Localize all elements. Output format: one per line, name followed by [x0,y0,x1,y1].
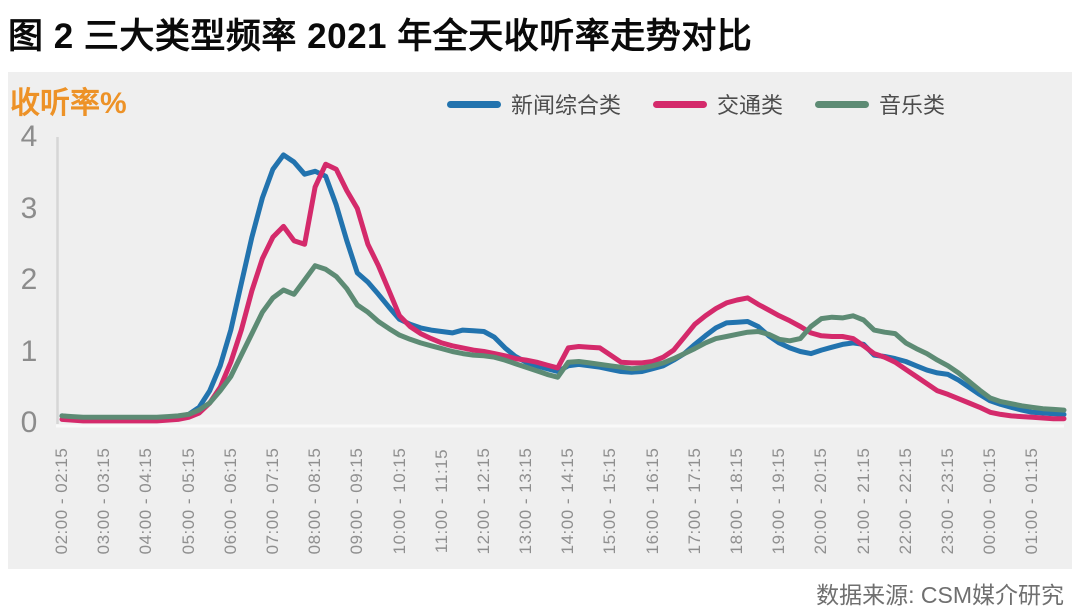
x-tick-label: 10:00 - 10:15 [389,447,409,555]
legend-line-swatch-news [447,100,501,108]
x-tick-label: 16:00 - 16:15 [642,447,662,555]
y-tick-label: 1 [20,334,38,368]
x-tick-label: 22:00 - 22:15 [895,447,915,555]
x-tick-label: 00:00 - 00:15 [980,447,1000,555]
y-tick-label: 4 [20,120,38,153]
x-tick-label: 09:00 - 09:15 [347,447,367,555]
legend-item-news: 新闻综合类 [447,88,621,120]
legend-item-traffic: 交通类 [653,88,783,120]
x-tick-label: 18:00 - 18:15 [727,447,747,555]
legend-line-swatch-traffic [653,100,708,108]
series-line-2 [59,263,1067,420]
x-tick-label: 15:00 - 15:15 [600,447,620,555]
y-tick-label: 0 [20,406,38,439]
x-tick-label: 20:00 - 20:15 [811,447,831,555]
y-axis-label: 收听率% [10,87,127,120]
x-tick-label: 11:00 - 11:15 [431,448,451,554]
x-tick-label: 06:00 - 06:15 [220,447,240,555]
figure-title: 图 2 三大类型频率 2021 年全天收听率走势对比 [8,17,753,56]
x-tick-label: 14:00 - 14:15 [558,447,578,555]
series-line-0 [59,152,1067,421]
legend: 新闻综合类 交通类 音乐类 [447,88,945,120]
x-tick-label: 21:00 - 21:15 [853,447,873,555]
x-tick-label: 05:00 - 05:15 [178,447,198,555]
x-tick-label: 19:00 - 19:15 [769,447,789,555]
y-tick-label: 2 [20,263,38,296]
x-tick-label: 12:00 - 12:15 [473,447,493,555]
x-tick-label: 01:00 - 01:15 [1022,447,1042,555]
x-tick-label: 02:00 - 02:15 [52,447,71,555]
legend-label-news: 新闻综合类 [511,93,622,118]
x-tick-label: 07:00 - 07:15 [262,447,282,555]
x-tick-label: 04:00 - 04:15 [136,447,156,555]
legend-label-music: 音乐类 [879,93,946,118]
x-tick-label: 08:00 - 08:15 [305,447,325,555]
legend-item-music: 音乐类 [815,88,945,120]
data-source: 数据来源: CSM媒介研究 [816,582,1064,608]
legend-label-traffic: 交通类 [717,93,784,118]
x-tick-label: 13:00 - 13:15 [516,447,536,555]
x-tick-label: 17:00 - 17:15 [684,447,704,555]
series-line-1 [59,161,1067,424]
y-tick-label: 3 [20,191,38,225]
legend-line-swatch-music [815,100,870,108]
x-tick-label: 23:00 - 23:15 [937,447,957,555]
x-tick-label: 03:00 - 03:15 [94,447,114,555]
chart-panel [8,72,1072,569]
